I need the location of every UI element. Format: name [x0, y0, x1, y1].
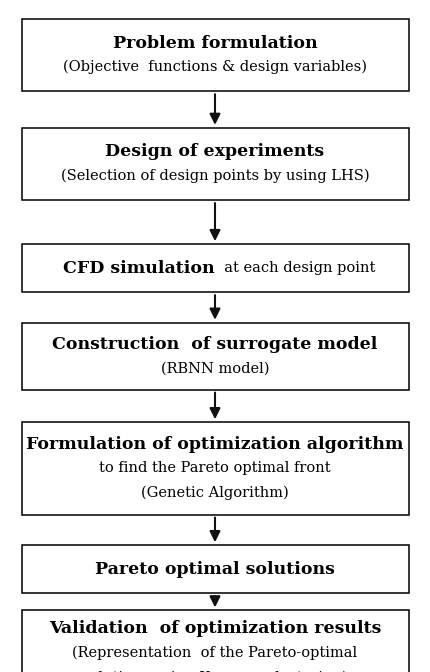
Text: Pareto optimal solutions: Pareto optimal solutions: [95, 560, 335, 578]
Text: at each design point: at each design point: [215, 261, 375, 275]
Text: Design of experiments: Design of experiments: [105, 143, 325, 161]
Text: (Representation  of the Pareto-optimal: (Representation of the Pareto-optimal: [72, 646, 358, 661]
Text: CFD simulation: CFD simulation: [63, 259, 215, 277]
Text: Construction  of surrogate model: Construction of surrogate model: [52, 335, 378, 353]
FancyBboxPatch shape: [22, 128, 408, 200]
Text: (Genetic Algorithm): (Genetic Algorithm): [141, 485, 289, 500]
FancyBboxPatch shape: [22, 610, 408, 672]
Text: Validation  of optimization results: Validation of optimization results: [49, 620, 381, 638]
Text: solutions using K-means clustering): solutions using K-means clustering): [82, 670, 348, 672]
Text: Formulation of optimization algorithm: Formulation of optimization algorithm: [26, 435, 404, 453]
FancyBboxPatch shape: [22, 545, 408, 593]
FancyBboxPatch shape: [22, 19, 408, 91]
FancyBboxPatch shape: [22, 323, 408, 390]
Text: (Selection of design points by using LHS): (Selection of design points by using LHS…: [61, 169, 369, 183]
Text: to find the Pareto optimal front: to find the Pareto optimal front: [99, 462, 331, 475]
Text: (RBNN model): (RBNN model): [161, 362, 269, 375]
FancyBboxPatch shape: [22, 422, 408, 515]
FancyBboxPatch shape: [22, 244, 408, 292]
Text: (Objective  functions & design variables): (Objective functions & design variables): [63, 60, 367, 75]
Text: Problem formulation: Problem formulation: [113, 34, 317, 52]
